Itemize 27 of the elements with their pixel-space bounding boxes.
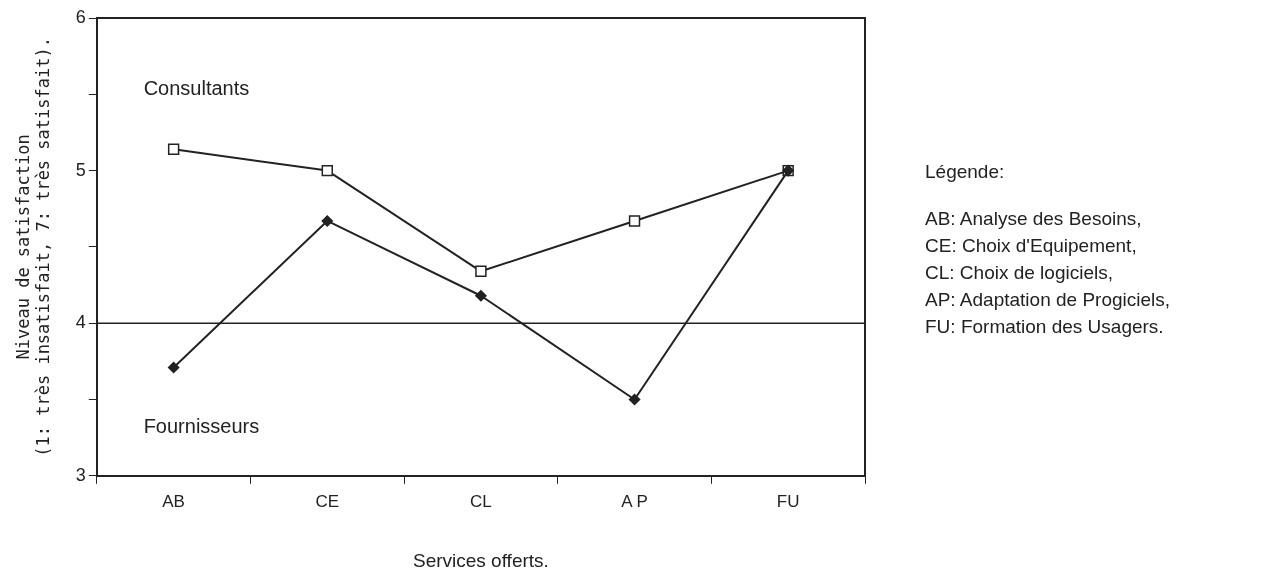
- y-tick-label: 5: [75, 159, 86, 180]
- x-tick-label: A P: [621, 491, 648, 511]
- text: AB: Analyse des Besoins,: [925, 207, 1143, 231]
- x-axis-title: Services offerts.: [412, 549, 549, 571]
- x-tick-label: CE: [315, 491, 340, 511]
- y-tick-label: 4: [75, 312, 86, 333]
- y-tick-label: 6: [75, 6, 86, 27]
- y-tick-label: 3: [75, 464, 86, 485]
- y-axis-title: Niveau de satisfaction (1: très insatisfait, 7: très satisfait).: [12, 37, 54, 457]
- text: FU: Formation des Usagers.: [925, 315, 1165, 339]
- text: CE: Choix d'Equipement,: [925, 234, 1138, 258]
- x-tick-label: CL: [470, 491, 492, 511]
- point: [167, 143, 180, 155]
- point: [321, 164, 333, 177]
- text: AP: Adaptation de Progiciels,: [925, 288, 1171, 312]
- text: Fournisseurs: [143, 414, 260, 437]
- text: CL: Choix de logiciels,: [925, 261, 1114, 285]
- text: Consultants: [143, 76, 250, 99]
- x-tick-label: AB: [162, 491, 185, 511]
- point: [628, 215, 641, 227]
- point: [475, 265, 487, 278]
- x-tick-label: FU: [776, 491, 800, 511]
- point: [321, 215, 334, 227]
- point: [167, 361, 180, 374]
- point: [475, 289, 487, 302]
- text: Légende:: [925, 160, 1006, 184]
- point: [628, 393, 641, 406]
